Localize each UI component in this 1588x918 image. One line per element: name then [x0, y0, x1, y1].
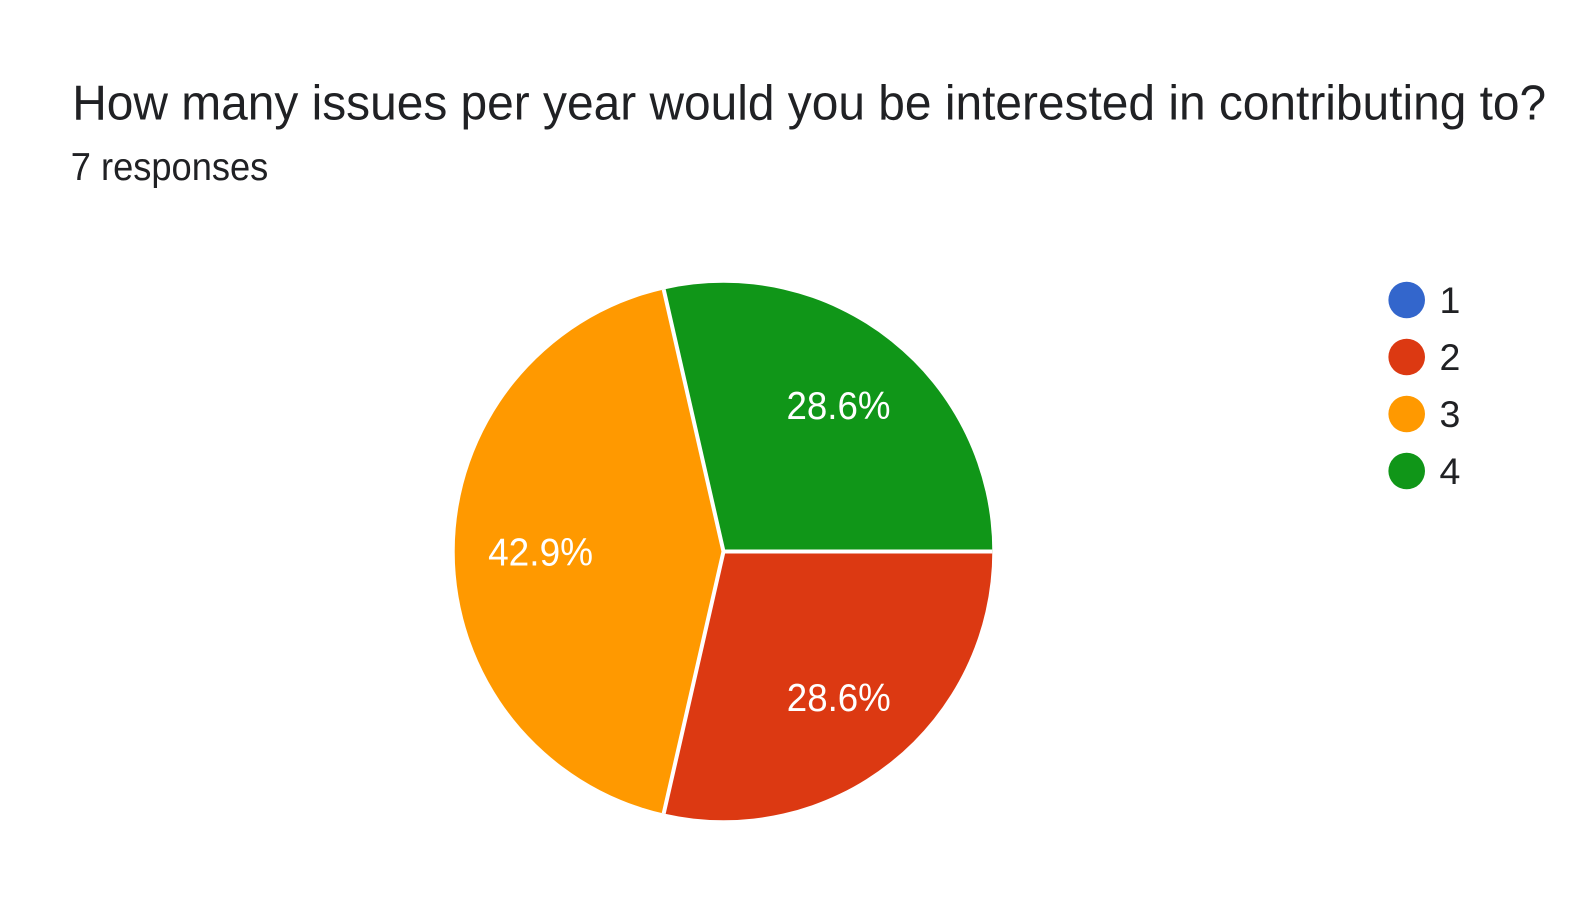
svg-text:7 responses: 7 responses	[71, 146, 268, 189]
svg-text:2: 2	[1440, 336, 1461, 378]
svg-text:3: 3	[1440, 393, 1461, 435]
svg-text:1: 1	[1440, 279, 1461, 321]
svg-text:How many issues per year would: How many issues per year would you be in…	[72, 77, 1546, 131]
svg-text:28.6%: 28.6%	[787, 385, 891, 428]
svg-text:42.9%: 42.9%	[488, 531, 593, 574]
svg-text:28.6%: 28.6%	[787, 677, 891, 720]
svg-text:4: 4	[1440, 450, 1461, 492]
